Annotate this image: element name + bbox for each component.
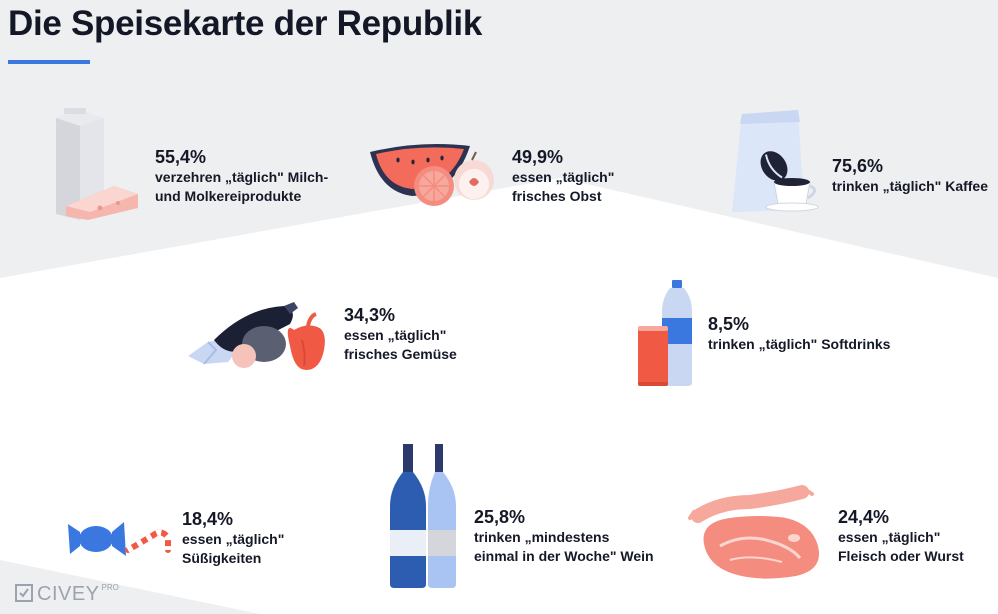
soda-can-bottle-icon <box>638 280 692 386</box>
page-title: Die Speisekarte der Republik <box>8 4 483 43</box>
stat-label-line: trinken „täglich" Kaffee <box>832 178 989 194</box>
stat-value: 18,4% <box>182 509 234 529</box>
stat-value: 25,8% <box>474 507 526 527</box>
stat-value: 24,4% <box>838 507 890 527</box>
stat-label-line: und Molkereiprodukte <box>155 188 302 204</box>
stat-label-line: frisches Obst <box>512 188 602 204</box>
stat-sweets: 18,4% essen „täglich" Süßigkeiten <box>182 509 284 568</box>
stat-label-line: essen „täglich" <box>838 529 941 545</box>
eggplant-pepper-icon <box>188 302 325 370</box>
candy-icon <box>68 522 171 556</box>
title-underline <box>8 60 90 64</box>
stat-coffee: 75,6% trinken „täglich" Kaffee <box>832 156 988 196</box>
stat-wine: 25,8% trinken „mindestens einmal in der … <box>474 507 654 566</box>
stat-value: 49,9% <box>512 147 564 167</box>
milk-carton-cheese-icon <box>56 108 138 220</box>
sausage-meat-icon <box>688 485 820 579</box>
stat-label-line: Fleisch oder Wurst <box>838 548 964 564</box>
stat-milk: 55,4% verzehren „täglich" Milch- und Mol… <box>155 147 328 206</box>
watermelon-grapefruit-apple-icon <box>370 144 494 206</box>
stat-label-line: einmal in der Woche" Wein <box>474 548 654 564</box>
stat-value: 75,6% <box>832 156 884 176</box>
stat-softdrinks: 8,5% trinken „täglich" Softdrinks <box>708 314 890 354</box>
stat-label-line: Süßigkeiten <box>182 550 262 566</box>
civey-logo-icon <box>15 584 33 602</box>
logo-text: CIVEY <box>37 583 100 605</box>
stat-value: 34,3% <box>344 305 396 325</box>
stat-label-line: trinken „mindestens <box>474 529 610 545</box>
stat-label-line: frisches Gemüse <box>344 346 457 362</box>
stat-vegetables: 34,3% essen „täglich" frisches Gemüse <box>344 305 457 364</box>
stat-meat: 24,4% essen „täglich" Fleisch oder Wurst <box>838 507 964 566</box>
stat-label-line: verzehren „täglich" Milch- <box>155 169 329 185</box>
stat-label-line: essen „täglich" <box>512 169 615 185</box>
civey-logo: CIVEY PRO <box>14 583 119 605</box>
stat-label-line: trinken „täglich" Softdrinks <box>708 336 891 352</box>
stat-fruit: 49,9% essen „täglich" frisches Obst <box>512 147 614 206</box>
stat-label-line: essen „täglich" <box>182 531 285 547</box>
logo-suffix: PRO <box>101 583 119 592</box>
stat-value: 55,4% <box>155 147 207 167</box>
stat-value: 8,5% <box>708 314 750 334</box>
coffee-bag-cup-icon <box>732 110 819 212</box>
wine-bottles-icon <box>390 444 456 588</box>
stat-label-line: essen „täglich" <box>344 327 447 343</box>
